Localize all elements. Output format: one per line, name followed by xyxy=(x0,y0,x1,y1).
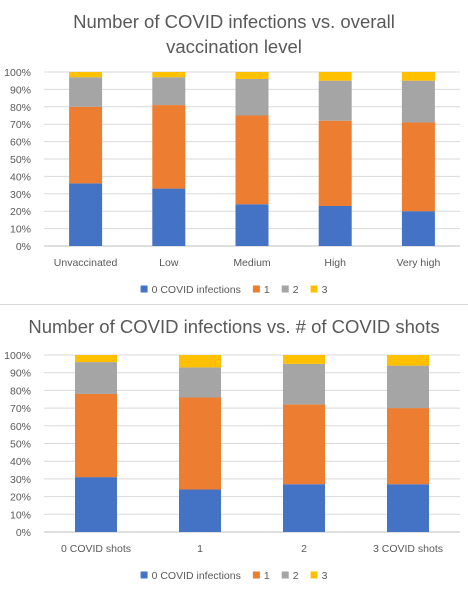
bar-segment xyxy=(69,77,103,107)
bar-segment xyxy=(179,397,221,490)
bar-segment xyxy=(401,72,435,81)
y-tick-label: 30% xyxy=(10,189,31,201)
chart-title-line: Number of COVID infections vs. overall xyxy=(73,11,395,32)
legend-label: 1 xyxy=(264,284,270,296)
chart-covid-shots: Number of COVID infections vs. # of COVI… xyxy=(0,306,468,590)
y-tick-label: 10% xyxy=(10,224,31,236)
bar-segment xyxy=(283,363,325,405)
bar-segment xyxy=(235,204,269,246)
chart-divider xyxy=(0,304,468,305)
legend-label: 2 xyxy=(293,284,299,296)
legend-swatch xyxy=(281,285,289,293)
x-tick-label: Low xyxy=(159,257,179,269)
bar-segment xyxy=(283,355,325,364)
y-tick-label: 30% xyxy=(10,474,31,486)
bar-segment xyxy=(283,404,325,485)
y-tick-label: 70% xyxy=(10,403,31,415)
bar-segment xyxy=(387,484,429,532)
legend-swatch xyxy=(281,571,289,579)
legend-swatch xyxy=(310,571,318,579)
bar-segment xyxy=(318,80,352,121)
bar-segment xyxy=(401,211,435,246)
x-tick-label: 0 COVID shots xyxy=(61,543,131,555)
chart-title-line: Number of COVID infections vs. # of COVI… xyxy=(28,316,439,337)
bar-segment xyxy=(283,484,325,532)
x-tick-label: Very high xyxy=(397,257,441,269)
chart-title-line: vaccination level xyxy=(166,36,302,57)
chart-vaccination-level-svg: Number of COVID infections vs. overall va… xyxy=(4,11,460,296)
legend-label: 2 xyxy=(293,570,299,582)
y-tick-label: 50% xyxy=(10,154,31,166)
y-tick-label: 0% xyxy=(16,527,31,539)
y-tick-label: 0% xyxy=(16,241,31,253)
bar-segment xyxy=(75,393,117,478)
legend-swatch xyxy=(252,571,260,579)
y-tick-label: 80% xyxy=(10,102,31,114)
x-tick-label: Unvaccinated xyxy=(54,257,118,269)
legend-label: 3 xyxy=(322,570,328,582)
x-tick-label: 2 xyxy=(301,543,307,555)
bar-segment xyxy=(235,72,269,79)
bar-segment xyxy=(75,355,117,363)
bar-segment xyxy=(401,122,435,212)
bar-segment xyxy=(235,78,269,116)
legend-label: 3 xyxy=(322,284,328,296)
bar-segment xyxy=(69,72,103,78)
bar-segment xyxy=(152,188,186,246)
legend-label: 0 COVID infections xyxy=(152,284,241,296)
bar-segment xyxy=(387,408,429,485)
bar-segment xyxy=(152,105,186,189)
y-tick-label: 100% xyxy=(4,350,31,362)
y-tick-label: 40% xyxy=(10,456,31,468)
y-tick-label: 40% xyxy=(10,171,31,183)
bar-segment xyxy=(318,72,352,81)
y-tick-label: 20% xyxy=(10,492,31,504)
bar-segment xyxy=(318,205,352,246)
bar-segment xyxy=(179,489,221,532)
y-tick-label: 90% xyxy=(10,368,31,380)
bar-segment xyxy=(179,367,221,398)
bar-segment xyxy=(69,106,103,184)
x-tick-label: High xyxy=(324,257,346,269)
y-tick-label: 90% xyxy=(10,84,31,96)
bar-segment xyxy=(75,477,117,532)
bar-segment xyxy=(152,77,186,106)
x-tick-label: Medium xyxy=(233,257,271,269)
legend-swatch xyxy=(252,285,260,293)
bar-segment xyxy=(401,80,435,123)
y-tick-label: 80% xyxy=(10,385,31,397)
y-tick-label: 100% xyxy=(4,67,31,79)
bar-segment xyxy=(235,115,269,205)
bar-segment xyxy=(75,362,117,394)
bar-segment xyxy=(152,72,186,78)
bar-segment xyxy=(69,183,103,246)
y-tick-label: 50% xyxy=(10,439,31,451)
x-tick-label: 3 COVID shots xyxy=(373,543,443,555)
chart-covid-shots-svg: Number of COVID infections vs. # of COVI… xyxy=(4,316,460,582)
legend-label: 1 xyxy=(264,570,270,582)
y-tick-label: 20% xyxy=(10,206,31,218)
bar-segment xyxy=(387,355,429,366)
y-tick-label: 60% xyxy=(10,421,31,433)
y-tick-label: 10% xyxy=(10,509,31,521)
legend-label: 0 COVID infections xyxy=(152,570,241,582)
legend-swatch xyxy=(140,571,148,579)
y-tick-label: 70% xyxy=(10,119,31,131)
legend-swatch xyxy=(140,285,148,293)
bar-segment xyxy=(318,120,352,206)
bar-segment xyxy=(179,355,221,368)
x-tick-label: 1 xyxy=(197,543,203,555)
bar-segment xyxy=(387,365,429,409)
y-tick-label: 60% xyxy=(10,137,31,149)
chart-vaccination-level: Number of COVID infections vs. overall va… xyxy=(4,11,460,296)
legend-swatch xyxy=(310,285,318,293)
